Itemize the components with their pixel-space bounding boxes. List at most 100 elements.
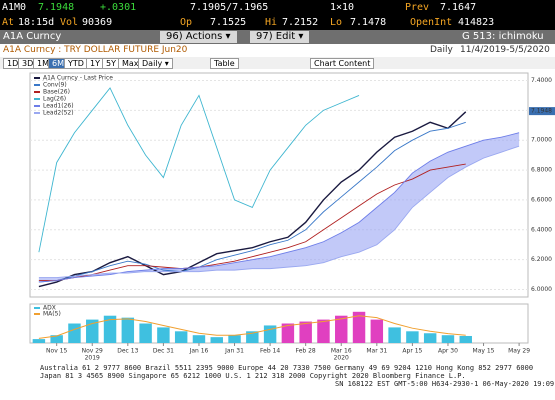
histogram-bar bbox=[121, 317, 135, 343]
chart: 6.00006.20006.40006.60006.80007.00007.20… bbox=[0, 69, 555, 362]
vol-label: Vol bbox=[60, 17, 79, 28]
histogram-bar bbox=[32, 339, 46, 343]
legend-swatch bbox=[34, 84, 40, 86]
page-id: G 513: ichimoku bbox=[462, 31, 544, 42]
vol: 90369 bbox=[82, 17, 113, 28]
plot-background bbox=[0, 69, 555, 362]
histogram-bar bbox=[68, 323, 81, 343]
status-line: SN 168122 EST GMT-5:00 H634-2930-1 06-Ma… bbox=[335, 380, 555, 388]
year-label: 2019 bbox=[85, 355, 100, 362]
indicator-line bbox=[38, 315, 466, 339]
legend-swatch bbox=[34, 105, 40, 107]
x-tick-label: Mar 16 bbox=[331, 348, 352, 355]
toolbar-button[interactable]: YTD bbox=[64, 58, 88, 69]
series-line bbox=[38, 121, 466, 283]
ticker: A1M0 bbox=[2, 2, 27, 13]
histogram-bar bbox=[352, 311, 366, 343]
histogram-bar bbox=[370, 319, 384, 343]
status-bar: Australia 61 2 9777 8600 Brazil 5511 239… bbox=[0, 362, 555, 400]
histogram-bar bbox=[157, 327, 170, 343]
legend-entry: Lead1(26) bbox=[43, 103, 74, 110]
x-tick-label: Feb 28 bbox=[296, 348, 316, 355]
panel-frame bbox=[29, 303, 529, 344]
legend-entry: Lag(26) bbox=[43, 96, 66, 103]
at-label: At bbox=[2, 17, 15, 28]
x-tick-label: Nov 29 bbox=[82, 348, 103, 355]
histogram-bar bbox=[388, 327, 401, 343]
plot-frame bbox=[29, 72, 529, 298]
histogram-bar bbox=[406, 331, 419, 343]
bidask: 7.1905/7.1965 bbox=[190, 2, 269, 13]
hi-label: Hi bbox=[265, 17, 278, 28]
x-tick-label: May 29 bbox=[508, 348, 530, 355]
description-bar: A1A Curncy : TRY DOLLAR FUTURE Jun20 Dai… bbox=[0, 44, 555, 57]
hi: 7.2152 bbox=[282, 17, 319, 28]
legend-swatch bbox=[34, 112, 40, 114]
period: Daily bbox=[430, 45, 453, 55]
histogram-bar bbox=[86, 319, 99, 343]
y-tick-label: 7.4000 bbox=[531, 77, 552, 84]
legend-entry: A1A Curncy - Last Price bbox=[43, 75, 113, 82]
x-tick-label: Dec 31 bbox=[153, 348, 174, 355]
legend-swatch bbox=[34, 313, 40, 315]
description: A1A Curncy : TRY DOLLAR FUTURE Jun20 bbox=[3, 45, 188, 55]
lo-label: Lo bbox=[330, 17, 343, 28]
op-label: Op bbox=[180, 17, 193, 28]
legend-entry: Conv(9) bbox=[43, 82, 67, 89]
series-line bbox=[38, 111, 467, 288]
ichimoku-cloud bbox=[38, 132, 520, 283]
toolbar-button[interactable]: Chart Content bbox=[310, 58, 375, 69]
toolbar: 1D 3D 1M 6M YTD 1Y 5Y Max Daily ▾ Table Chart Cont… bbox=[0, 57, 555, 69]
histogram-bar bbox=[281, 323, 295, 343]
toolbar-button[interactable]: Daily ▾ bbox=[138, 58, 173, 69]
size: 1×10 bbox=[330, 2, 355, 13]
x-tick-label: Apr 15 bbox=[402, 348, 422, 355]
histogram-bar bbox=[441, 335, 455, 343]
y-tick-label: 6.6000 bbox=[531, 196, 552, 203]
toolbar-button[interactable]: Table bbox=[210, 58, 239, 69]
series-line bbox=[38, 145, 520, 279]
range: 11/4/2019-5/5/2020 bbox=[460, 45, 550, 55]
x-tick-label: Dec 13 bbox=[117, 348, 138, 355]
series-line bbox=[38, 163, 466, 282]
x-tick-label: Feb 14 bbox=[260, 348, 280, 355]
x-tick-label: Jan 31 bbox=[224, 348, 244, 355]
stats-line: At 18:15d Vol 90369 Op 7.1525 Hi 7.2152 … bbox=[0, 15, 555, 30]
histogram-bar bbox=[423, 333, 437, 343]
y-tick-label: 7.0000 bbox=[531, 137, 552, 144]
histogram-bar bbox=[335, 315, 348, 343]
actions-menu[interactable]: 96) Actions ▾ bbox=[160, 31, 237, 43]
lo: 7.1478 bbox=[350, 17, 387, 28]
security: A1A Curncy bbox=[3, 31, 62, 42]
histogram-bar bbox=[139, 323, 152, 343]
status-line: Japan 81 3 4565 8900 Singapore 65 6212 1… bbox=[40, 372, 466, 380]
oi-label: OpenInt bbox=[410, 17, 453, 28]
histogram-bar bbox=[50, 335, 63, 343]
legend-entry: ADX bbox=[43, 305, 56, 312]
x-tick-label: Mar 31 bbox=[366, 348, 387, 355]
legend-swatch bbox=[34, 98, 40, 100]
y-tick-label: 6.2000 bbox=[531, 256, 552, 263]
status-line: Australia 61 2 9777 8600 Brazil 5511 239… bbox=[40, 364, 534, 372]
histogram-bar bbox=[210, 337, 223, 343]
legend-entry: Lead2(52) bbox=[43, 110, 74, 117]
edit-menu[interactable]: 97) Edit ▾ bbox=[250, 31, 310, 43]
last-price-box bbox=[529, 107, 555, 116]
histogram-bar bbox=[317, 319, 330, 343]
x-tick-label: Jan 16 bbox=[189, 348, 209, 355]
histogram-bar bbox=[192, 335, 206, 343]
histogram-bar bbox=[246, 331, 259, 343]
y-tick-label: 6.8000 bbox=[531, 167, 552, 174]
legend-swatch bbox=[34, 91, 40, 93]
histogram-bar bbox=[174, 331, 188, 343]
op: 7.1525 bbox=[210, 17, 247, 28]
histogram-bar bbox=[459, 335, 472, 343]
year-label: 2020 bbox=[334, 355, 349, 362]
series-line bbox=[38, 87, 360, 253]
histogram-bar bbox=[228, 335, 241, 343]
x-tick-label: May 15 bbox=[473, 348, 495, 355]
legend-entry: Base(26) bbox=[43, 89, 70, 96]
last-price-label: 7.1948 bbox=[531, 108, 552, 115]
legend-swatch bbox=[34, 77, 40, 79]
legend-swatch bbox=[34, 307, 40, 309]
